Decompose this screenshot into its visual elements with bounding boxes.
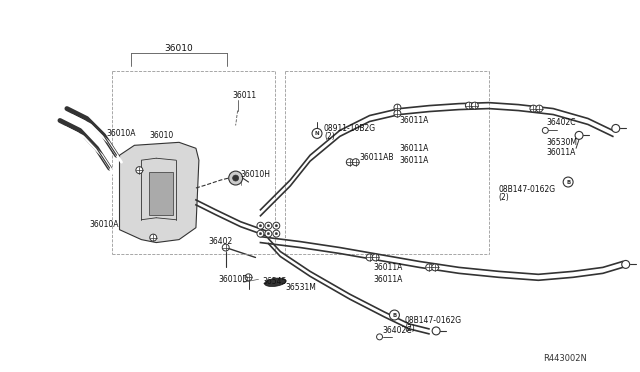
Circle shape: [275, 232, 278, 235]
Text: (2): (2): [404, 324, 415, 333]
Circle shape: [267, 225, 269, 227]
Circle shape: [563, 177, 573, 187]
Circle shape: [259, 225, 262, 227]
Text: 36545: 36545: [262, 277, 287, 286]
Text: 36402: 36402: [209, 237, 233, 246]
Text: 36011A: 36011A: [547, 148, 575, 157]
Circle shape: [542, 128, 548, 134]
Text: 08911-10B2G: 08911-10B2G: [324, 124, 376, 133]
Circle shape: [372, 254, 379, 261]
Circle shape: [465, 102, 472, 109]
Circle shape: [136, 167, 143, 174]
Circle shape: [233, 175, 239, 181]
Text: (2): (2): [324, 132, 335, 141]
Circle shape: [352, 159, 359, 166]
Text: 36010A: 36010A: [107, 129, 136, 138]
Circle shape: [228, 171, 243, 185]
Circle shape: [346, 159, 353, 166]
Text: 36010D: 36010D: [219, 275, 249, 284]
Circle shape: [426, 264, 433, 271]
Polygon shape: [149, 172, 173, 215]
Circle shape: [257, 230, 264, 237]
Text: 08B147-0162G: 08B147-0162G: [404, 317, 461, 326]
Circle shape: [267, 232, 269, 235]
Text: 08B147-0162G: 08B147-0162G: [499, 186, 556, 195]
Circle shape: [312, 128, 322, 138]
Text: 36011A: 36011A: [374, 263, 403, 272]
Circle shape: [432, 327, 440, 335]
Text: B: B: [566, 180, 570, 185]
Text: B: B: [392, 312, 397, 318]
Text: (2): (2): [499, 193, 509, 202]
Text: 36011A: 36011A: [399, 156, 429, 165]
Circle shape: [390, 310, 399, 320]
Polygon shape: [120, 142, 199, 243]
Text: 36010A: 36010A: [90, 220, 119, 229]
Text: R443002N: R443002N: [543, 354, 587, 363]
Text: 36402C: 36402C: [383, 326, 412, 336]
Circle shape: [273, 230, 280, 237]
Circle shape: [394, 104, 401, 111]
Text: 36010H: 36010H: [241, 170, 271, 179]
Circle shape: [472, 102, 478, 109]
Circle shape: [376, 334, 383, 340]
Circle shape: [150, 234, 157, 241]
Circle shape: [275, 225, 278, 227]
Text: 36531M: 36531M: [285, 283, 316, 292]
Circle shape: [394, 110, 401, 117]
Circle shape: [530, 105, 537, 112]
Circle shape: [431, 264, 438, 271]
Text: 36011A: 36011A: [399, 116, 429, 125]
Circle shape: [222, 244, 229, 251]
Text: 36010: 36010: [149, 131, 173, 140]
Circle shape: [612, 125, 620, 132]
Text: N: N: [315, 131, 319, 136]
Text: 36011: 36011: [233, 91, 257, 100]
Circle shape: [265, 222, 272, 229]
Text: 36011A: 36011A: [399, 144, 429, 153]
Circle shape: [259, 232, 262, 235]
Text: 36530M: 36530M: [547, 138, 577, 147]
Text: 36402C: 36402C: [547, 118, 576, 127]
Circle shape: [536, 105, 543, 112]
Ellipse shape: [264, 278, 286, 286]
Circle shape: [257, 222, 264, 229]
Circle shape: [575, 131, 583, 140]
Circle shape: [265, 230, 272, 237]
Circle shape: [245, 274, 252, 281]
Text: 36011A: 36011A: [374, 275, 403, 284]
Circle shape: [366, 254, 373, 261]
Circle shape: [621, 260, 630, 268]
Text: 36010: 36010: [164, 44, 193, 52]
Circle shape: [273, 222, 280, 229]
Text: 36011AB: 36011AB: [360, 153, 394, 162]
